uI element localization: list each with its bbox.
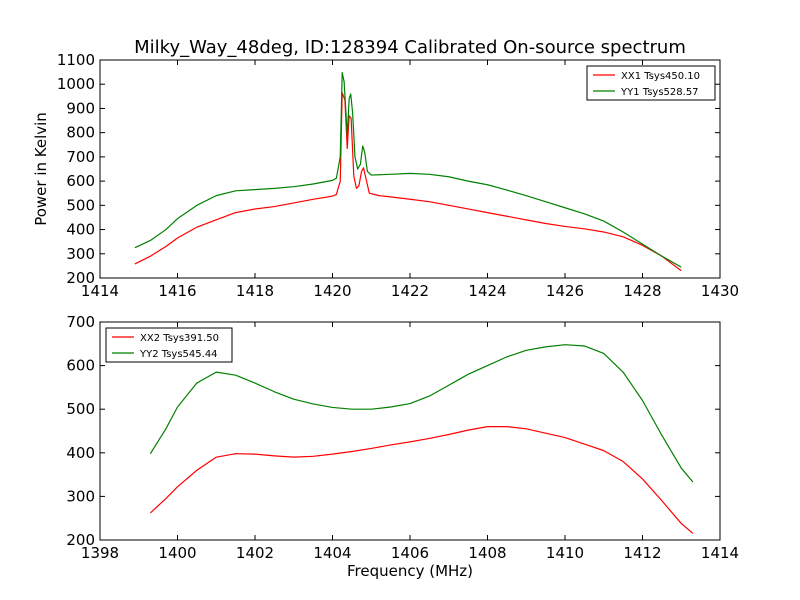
x-tick-label: 1402 [236,544,274,562]
x-tick-label: 1404 [313,544,351,562]
bottom-plot: 1398 1400 1402 1404 1406 1408 1410 1412 1414 200 3… [66,313,739,562]
series-line-red [134,92,682,272]
legend [586,65,716,101]
y-tick-label: 600 [66,172,95,190]
y-tick-label: 200 [66,531,95,549]
y-tick-label: 800 [66,124,95,142]
top-plot: 1414 1416 1418 1420 1422 1424 1426 1428 1430 200 3… [57,51,739,300]
x-tick-label: 1430 [701,282,739,300]
x-tick-label: 1398 [81,544,119,562]
x-tick-label: 1400 [158,544,196,562]
y-tick-label: 400 [66,444,95,462]
y-tick-label: 600 [66,357,95,375]
x-tick-label: 1418 [236,282,274,300]
chart-title: Milky_Way_48deg, ID:128394 Calibrated On… [134,37,686,58]
x-tick-label: 1414 [701,544,739,562]
series-line-red [149,426,694,534]
legend-label: YY1 Tsys528.57 [620,87,699,98]
x-tick-label: 1426 [546,282,584,300]
legend-label: XX1 Tsys450.10 [621,71,700,82]
x-tick-label: 1410 [546,544,584,562]
top-y-axis-label: Power in Kelvin [32,112,50,226]
x-tick-label: 1412 [623,544,661,562]
y-tick-label: 1000 [57,75,95,93]
x-tick-label: 1428 [623,282,661,300]
x-tick-label: 1422 [391,282,429,300]
x-tick-label: 1406 [391,544,429,562]
series-line-green [134,72,682,268]
x-tick-label: 1414 [81,282,119,300]
y-tick-label: 700 [66,313,95,331]
y-tick-label: 200 [66,269,95,287]
x-tick-label: 1408 [468,544,506,562]
series-line-green [149,344,694,483]
legend-label: XX2 Tsys391.50 [140,333,219,344]
x-tick-label: 1416 [158,282,196,300]
y-tick-label: 300 [66,487,95,505]
y-tick-label: 900 [66,99,95,117]
y-tick-label: 500 [66,400,95,418]
y-tick-label: 700 [66,148,95,166]
y-tick-label: 300 [66,245,95,263]
legend-label: YY2 Tsys545.44 [139,349,218,360]
y-tick-label: 500 [66,196,95,214]
legend [105,327,233,363]
x-tick-label: 1420 [313,282,351,300]
y-tick-label: 400 [66,221,95,239]
y-tick-label: 1100 [57,51,95,69]
x-tick-label: 1424 [468,282,506,300]
bottom-x-axis-label: Frequency (MHz) [347,562,473,580]
